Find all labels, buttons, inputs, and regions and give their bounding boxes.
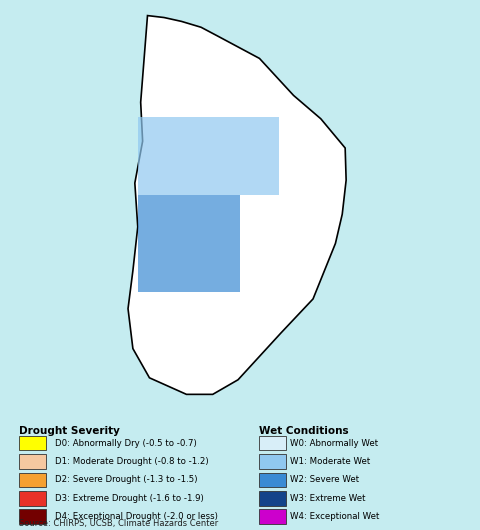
- Polygon shape: [128, 15, 346, 394]
- Text: D2: Severe Drought (-1.3 to -1.5): D2: Severe Drought (-1.3 to -1.5): [55, 475, 198, 484]
- Bar: [259, 436, 286, 450]
- Text: W1: Moderate Wet: W1: Moderate Wet: [290, 457, 371, 466]
- Bar: [19, 491, 46, 506]
- Bar: [19, 473, 46, 487]
- Text: D1: Moderate Drought (-0.8 to -1.2): D1: Moderate Drought (-0.8 to -1.2): [55, 457, 209, 466]
- Bar: [259, 491, 286, 506]
- Text: D0: Abnormally Dry (-0.5 to -0.7): D0: Abnormally Dry (-0.5 to -0.7): [55, 439, 197, 448]
- Polygon shape: [138, 195, 240, 292]
- Bar: [259, 473, 286, 487]
- Text: D3: Extreme Drought (-1.6 to -1.9): D3: Extreme Drought (-1.6 to -1.9): [55, 494, 204, 503]
- Bar: [19, 509, 46, 524]
- Polygon shape: [138, 117, 279, 195]
- Bar: [19, 454, 46, 469]
- Bar: [259, 509, 286, 524]
- Text: Drought Severity: Drought Severity: [19, 427, 120, 437]
- Text: W2: Severe Wet: W2: Severe Wet: [290, 475, 360, 484]
- Text: Source: CHIRPS, UCSB, Climate Hazards Center: Source: CHIRPS, UCSB, Climate Hazards Ce…: [19, 519, 218, 528]
- Bar: [19, 436, 46, 450]
- Text: W4: Exceptional Wet: W4: Exceptional Wet: [290, 512, 380, 521]
- Text: W0: Abnormally Wet: W0: Abnormally Wet: [290, 439, 379, 448]
- Bar: [259, 454, 286, 469]
- Text: Wet Conditions: Wet Conditions: [259, 427, 349, 437]
- Text: W3: Extreme Wet: W3: Extreme Wet: [290, 494, 366, 503]
- Text: D4: Exceptional Drought (-2.0 or less): D4: Exceptional Drought (-2.0 or less): [55, 512, 218, 521]
